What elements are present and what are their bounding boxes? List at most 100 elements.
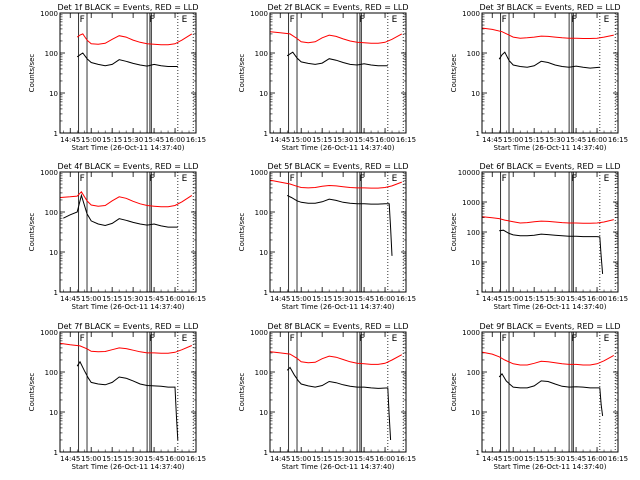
event-marker-label: E <box>392 174 398 184</box>
series-line-events <box>499 229 604 274</box>
panel-title: Det 2f BLACK = Events, RED = LLD <box>267 3 408 12</box>
x-tick-label: 15:45 <box>566 295 586 303</box>
x-tick-label: 16:15 <box>608 455 628 463</box>
panel-title: Det 9f BLACK = Events, RED = LLD <box>479 322 620 331</box>
event-marker-label: F <box>290 15 295 25</box>
x-axis-label: Start Time (26-Oct-11 14:37:40) <box>494 303 607 311</box>
y-tick-label: 100 <box>45 209 58 217</box>
x-tick-label: 15:30 <box>123 136 143 144</box>
x-tick-label: 15:15 <box>524 455 544 463</box>
y-tick-label: 1000 <box>462 199 480 207</box>
event-marker-label: F <box>290 334 295 344</box>
event-marker-label: E <box>182 174 188 184</box>
y-tick-label: 1 <box>264 289 268 297</box>
y-tick-label: 1 <box>476 289 480 297</box>
event-marker-label: F <box>502 15 507 25</box>
series-line-lld <box>60 342 192 354</box>
series-line-lld <box>60 190 193 208</box>
x-tick-label: 16:15 <box>608 295 628 303</box>
x-tick-label: 15:00 <box>291 295 311 303</box>
x-tick-label: 15:45 <box>566 136 586 144</box>
x-axis-label: Start Time (26-Oct-11 14:37:40) <box>494 463 607 471</box>
x-tick-label: 14:45 <box>482 136 502 144</box>
x-tick-label: 15:30 <box>123 455 143 463</box>
y-tick-label: 1 <box>54 449 58 457</box>
panel-det-8: Det 8f BLACK = Events, RED = LLD 1 10 100 10… <box>238 322 416 471</box>
x-tick-label: 16:00 <box>165 455 185 463</box>
event-marker-label: F <box>80 15 85 25</box>
y-tick-label: 100 <box>467 50 480 58</box>
x-tick-label: 15:15 <box>524 136 544 144</box>
series-line-events <box>498 51 600 69</box>
x-tick-label: 16:00 <box>375 455 395 463</box>
x-axis-label: Start Time (26-Oct-11 14:37:40) <box>72 144 185 152</box>
x-tick-label: 15:30 <box>545 136 565 144</box>
x-tick-label: 15:45 <box>566 455 586 463</box>
y-axis-label: Counts/sec <box>238 373 246 412</box>
x-tick-label: 14:45 <box>270 136 290 144</box>
y-tick-label: 100 <box>255 369 268 377</box>
event-marker-label: F <box>80 334 85 344</box>
panel-det-6: Det 6f BLACK = Events, RED = LLD 1 10 100 10… <box>450 162 628 311</box>
x-tick-label: 15:45 <box>354 136 374 144</box>
series-line-lld <box>76 33 193 46</box>
panel-title: Det 8f BLACK = Events, RED = LLD <box>267 322 408 331</box>
y-tick-label: 100 <box>467 229 480 237</box>
y-tick-label: 10 <box>49 249 58 257</box>
event-marker-label: F <box>571 334 576 344</box>
y-tick-label: 1 <box>264 130 268 138</box>
x-tick-label: 16:00 <box>375 295 395 303</box>
y-tick-label: 10 <box>471 409 480 417</box>
x-tick-label: 15:00 <box>291 136 311 144</box>
y-tick-label: 1000 <box>250 10 268 18</box>
y-axis-label: Counts/sec <box>238 213 246 252</box>
x-tick-label: 15:00 <box>81 136 101 144</box>
event-marker-label: F <box>290 174 295 184</box>
series-line-events <box>76 360 179 441</box>
series-line-lld <box>482 27 614 39</box>
event-marker-label: E <box>604 174 610 184</box>
x-tick-label: 16:15 <box>396 136 416 144</box>
plot-frame <box>481 331 619 453</box>
panel-title: Det 1f BLACK = Events, RED = LLD <box>57 3 198 12</box>
x-tick-label: 16:15 <box>608 136 628 144</box>
y-tick-label: 1000 <box>250 329 268 337</box>
x-axis-label: Start Time (26-Oct-11 14:37:40) <box>282 463 395 471</box>
event-marker-label: F <box>502 174 507 184</box>
y-tick-label: 1000 <box>40 10 58 18</box>
event-marker-label: F <box>571 15 576 25</box>
plot-frame <box>269 12 407 134</box>
x-tick-label: 15:00 <box>503 295 523 303</box>
y-tick-label: 100 <box>255 209 268 217</box>
x-tick-label: 16:15 <box>396 455 416 463</box>
x-tick-label: 14:45 <box>270 295 290 303</box>
y-tick-label: 1000 <box>40 169 58 177</box>
series-line-events <box>76 52 178 67</box>
y-axis-label: Counts/sec <box>238 54 246 93</box>
event-marker-label: F <box>149 334 154 344</box>
y-tick-label: 10 <box>259 90 268 98</box>
y-tick-label: 10000 <box>458 169 480 177</box>
panel-det-4: Det 4f BLACK = Events, RED = LLD 1 10 100 10… <box>28 162 206 311</box>
event-marker-label: F <box>359 15 364 25</box>
series-line-lld <box>482 351 615 366</box>
x-tick-label: 16:15 <box>186 295 206 303</box>
x-tick-label: 15:15 <box>102 455 122 463</box>
x-tick-label: 15:15 <box>312 295 332 303</box>
x-tick-label: 14:45 <box>60 136 80 144</box>
y-tick-label: 1000 <box>40 329 58 337</box>
y-tick-label: 10 <box>471 90 480 98</box>
panel-det-1: Det 1f BLACK = Events, RED = LLD 1 10 100 10… <box>28 3 206 152</box>
y-tick-label: 100 <box>467 369 480 377</box>
event-marker-label: F <box>359 334 364 344</box>
x-tick-label: 15:30 <box>333 295 353 303</box>
y-tick-label: 1 <box>476 130 480 138</box>
panel-det-7: Det 7f BLACK = Events, RED = LLD 1 10 100 10… <box>28 322 206 471</box>
x-tick-label: 14:45 <box>60 455 80 463</box>
x-tick-label: 15:45 <box>354 295 374 303</box>
x-tick-label: 15:00 <box>503 455 523 463</box>
x-tick-label: 15:15 <box>312 455 332 463</box>
x-tick-label: 16:00 <box>587 136 607 144</box>
x-tick-label: 16:00 <box>165 136 185 144</box>
